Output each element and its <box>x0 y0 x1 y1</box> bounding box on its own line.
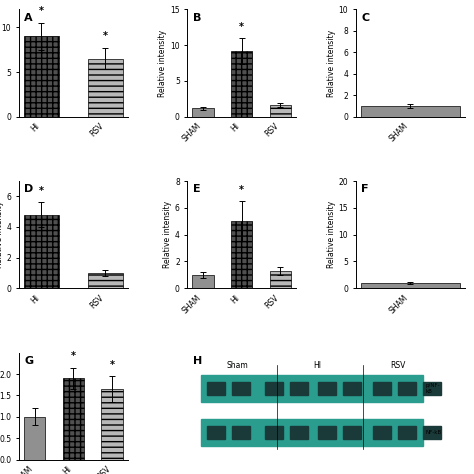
Text: *: * <box>109 360 115 370</box>
Y-axis label: Relative intensity: Relative intensity <box>163 201 172 268</box>
Bar <box>231 221 252 288</box>
Bar <box>63 378 84 460</box>
Y-axis label: Relative intensity: Relative intensity <box>327 29 336 97</box>
Bar <box>361 106 460 117</box>
Bar <box>270 271 291 288</box>
Text: *: * <box>39 186 44 196</box>
Bar <box>24 36 59 117</box>
Bar <box>290 426 308 439</box>
Bar <box>192 108 214 117</box>
Y-axis label: Relative intensity: Relative intensity <box>327 201 336 268</box>
Text: *: * <box>103 31 108 41</box>
Bar <box>318 382 336 395</box>
Text: HI: HI <box>314 361 322 370</box>
Text: H: H <box>193 356 202 366</box>
Text: F: F <box>361 184 369 194</box>
Bar <box>423 426 441 439</box>
Text: G: G <box>24 356 34 366</box>
Bar <box>398 426 416 439</box>
Text: Sham: Sham <box>227 361 248 370</box>
Text: E: E <box>193 184 201 194</box>
Bar <box>373 382 391 395</box>
Text: D: D <box>24 184 34 194</box>
Text: RSV: RSV <box>390 361 406 370</box>
Bar <box>201 375 423 402</box>
Bar <box>201 419 423 446</box>
Y-axis label: Relative intensity: Relative intensity <box>158 29 167 97</box>
Bar <box>232 382 250 395</box>
Text: *: * <box>239 185 244 195</box>
Bar <box>361 283 460 288</box>
Text: C: C <box>361 13 369 23</box>
Text: p/NF-
kB: p/NF- kB <box>426 383 440 394</box>
Bar <box>423 382 441 395</box>
Text: NF-kB: NF-kB <box>426 430 442 435</box>
Text: *: * <box>39 7 44 17</box>
Text: A: A <box>24 13 33 23</box>
Bar <box>24 215 59 288</box>
Bar <box>24 417 45 460</box>
Bar <box>88 59 123 117</box>
Bar <box>343 426 361 439</box>
Y-axis label: Relative intensity: Relative intensity <box>0 201 4 268</box>
Bar <box>207 426 225 439</box>
Bar <box>231 51 252 117</box>
Bar <box>373 426 391 439</box>
Bar <box>343 382 361 395</box>
Bar <box>232 426 250 439</box>
Bar <box>101 389 123 460</box>
Bar <box>318 426 336 439</box>
Bar <box>192 275 214 288</box>
Bar <box>398 382 416 395</box>
Text: *: * <box>239 22 244 32</box>
Bar <box>290 382 308 395</box>
Bar <box>207 382 225 395</box>
Bar <box>270 105 291 117</box>
Text: *: * <box>71 351 76 361</box>
Text: B: B <box>193 13 201 23</box>
Bar <box>265 382 283 395</box>
Bar <box>88 273 123 288</box>
Bar <box>265 426 283 439</box>
